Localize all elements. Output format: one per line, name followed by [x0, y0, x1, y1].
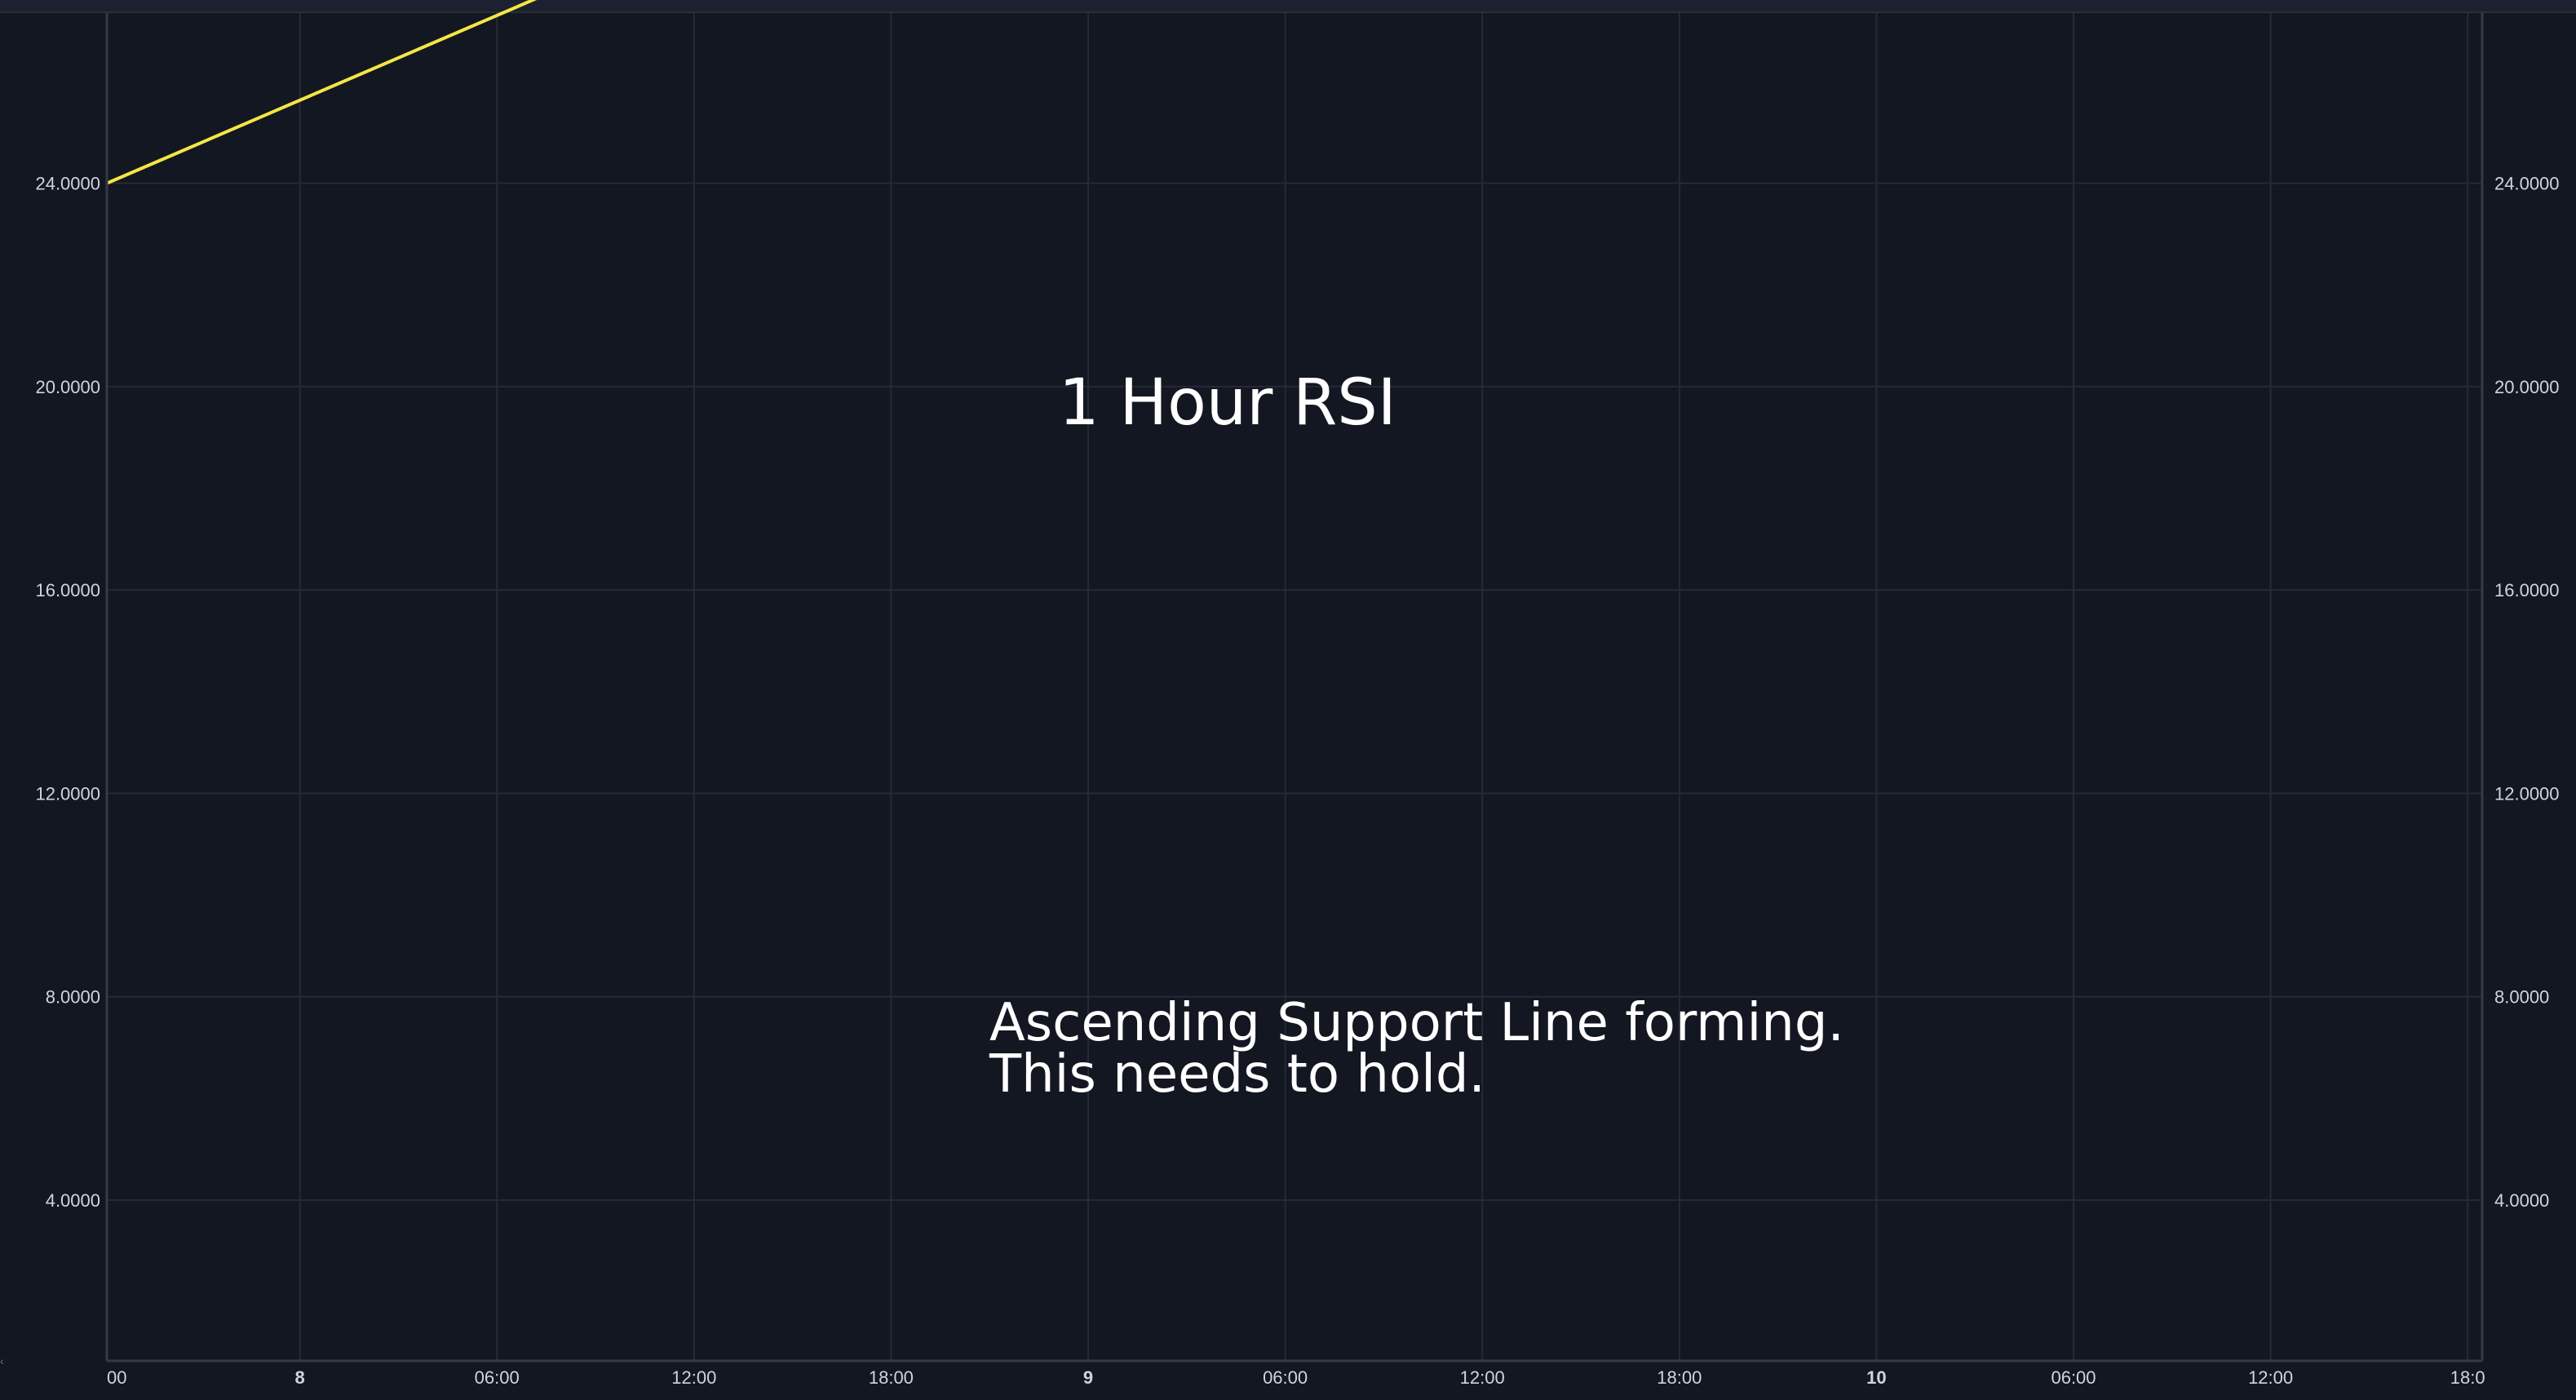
- top-toolbar-strip: [0, 0, 2576, 13]
- x-tick-label: 10: [1866, 1367, 1886, 1388]
- axes: 104.0000104.0000100.0000100.000096.00009…: [35, 13, 2560, 1388]
- x-tick-label: 06:00: [475, 1367, 520, 1388]
- series-layer: [106, 0, 538, 185]
- x-tick-label: 12:00: [1460, 1367, 1505, 1388]
- x-tick-label: 18:00: [869, 1367, 914, 1388]
- y-tick-label-right: 12.0000: [2494, 783, 2560, 804]
- y-tick-label-left: 4.0000: [46, 1190, 100, 1211]
- x-tick-label: 9: [1083, 1367, 1093, 1388]
- x-tick-label: 12:00: [2248, 1367, 2293, 1388]
- y-tick-label-left: 24.0000: [35, 174, 100, 194]
- y-tick-label-left: 20.0000: [35, 377, 100, 397]
- support-note-line1: Ascending Support Line forming.: [989, 993, 1844, 1053]
- grid-lines: [107, 13, 2482, 1361]
- y-tick-label-left: 12.0000: [35, 783, 100, 804]
- y-tick-label-right: 24.0000: [2494, 174, 2560, 194]
- y-tick-label-right: 4.0000: [2494, 1190, 2549, 1211]
- annotations: 1 Hour RSI Ascending Support Line formin…: [989, 366, 1844, 1105]
- y-tick-label-right: 16.0000: [2494, 580, 2560, 600]
- x-tick-label: 00: [107, 1367, 126, 1388]
- y-tick-label-left: 8.0000: [46, 987, 100, 1008]
- y-tick-label-right: 20.0000: [2494, 377, 2560, 397]
- plot-background: [0, 13, 2576, 1400]
- x-tick-label: 8: [294, 1367, 304, 1388]
- x-tick-label: 18:00: [1657, 1367, 1702, 1388]
- y-tick-label-left: 16.0000: [35, 580, 100, 600]
- y-tick-label-right: 8.0000: [2494, 987, 2549, 1008]
- chart-title-annotation: 1 Hour RSI: [1059, 366, 1396, 440]
- x-tick-label: 12:00: [671, 1367, 716, 1388]
- support-note-line2: This needs to hold.: [989, 1044, 1485, 1105]
- x-tick-label: 18:0: [2450, 1367, 2485, 1388]
- x-tick-label: 06:00: [2051, 1367, 2096, 1388]
- x-tick-label: 06:00: [1263, 1367, 1308, 1388]
- ascending-support-line: [106, 0, 538, 185]
- left-edge-handle[interactable]: ‹: [0, 1354, 4, 1367]
